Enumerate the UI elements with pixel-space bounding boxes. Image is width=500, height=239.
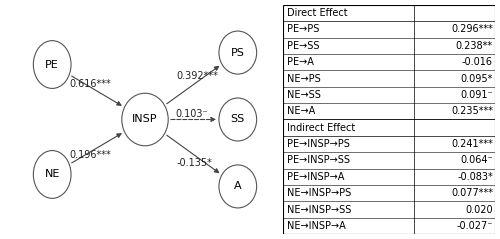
Text: NE→A: NE→A [287, 106, 315, 116]
Text: 0.235***: 0.235*** [451, 106, 493, 116]
Text: 0.196***: 0.196*** [69, 150, 111, 160]
Ellipse shape [219, 31, 256, 74]
Ellipse shape [34, 41, 71, 88]
Text: NE→INSP→A: NE→INSP→A [287, 221, 346, 231]
Text: -0.083*: -0.083* [457, 172, 493, 182]
Text: PE→INSP→PS: PE→INSP→PS [287, 139, 350, 149]
Text: 0.064⁻: 0.064⁻ [460, 156, 493, 165]
Text: 0.095*: 0.095* [460, 74, 493, 83]
Text: 0.077***: 0.077*** [451, 188, 493, 198]
Text: A: A [234, 181, 241, 191]
Text: -0.016: -0.016 [462, 57, 493, 67]
Text: 0.392***: 0.392*** [176, 71, 218, 81]
Text: INSP: INSP [132, 114, 158, 125]
Text: PE→A: PE→A [287, 57, 314, 67]
Text: Direct Effect: Direct Effect [287, 8, 348, 18]
Text: NE: NE [44, 169, 60, 179]
Text: NE→SS: NE→SS [287, 90, 320, 100]
Text: PE→PS: PE→PS [287, 24, 319, 34]
Text: NE→INSP→SS: NE→INSP→SS [287, 205, 351, 215]
Text: 0.020: 0.020 [465, 205, 493, 215]
Text: -0.027⁻: -0.027⁻ [456, 221, 493, 231]
Text: NE→INSP→PS: NE→INSP→PS [287, 188, 351, 198]
Text: PE: PE [46, 60, 59, 70]
Text: 0.296***: 0.296*** [451, 24, 493, 34]
Text: SS: SS [230, 114, 245, 125]
Text: PE→INSP→SS: PE→INSP→SS [287, 156, 350, 165]
Ellipse shape [219, 98, 256, 141]
Text: 0.241***: 0.241*** [451, 139, 493, 149]
Ellipse shape [122, 93, 168, 146]
Text: NE→PS: NE→PS [287, 74, 320, 83]
Text: PE→INSP→A: PE→INSP→A [287, 172, 344, 182]
Text: 0.616***: 0.616*** [69, 79, 111, 89]
Text: PS: PS [231, 48, 244, 58]
Text: Indirect Effect: Indirect Effect [287, 123, 355, 133]
Ellipse shape [34, 151, 71, 198]
Text: PE→SS: PE→SS [287, 41, 320, 51]
Text: 0.103⁻: 0.103⁻ [175, 109, 208, 119]
Text: -0.135*: -0.135* [176, 158, 212, 168]
Ellipse shape [219, 165, 256, 208]
Text: 0.238**: 0.238** [456, 41, 493, 51]
Text: 0.091⁻: 0.091⁻ [460, 90, 493, 100]
